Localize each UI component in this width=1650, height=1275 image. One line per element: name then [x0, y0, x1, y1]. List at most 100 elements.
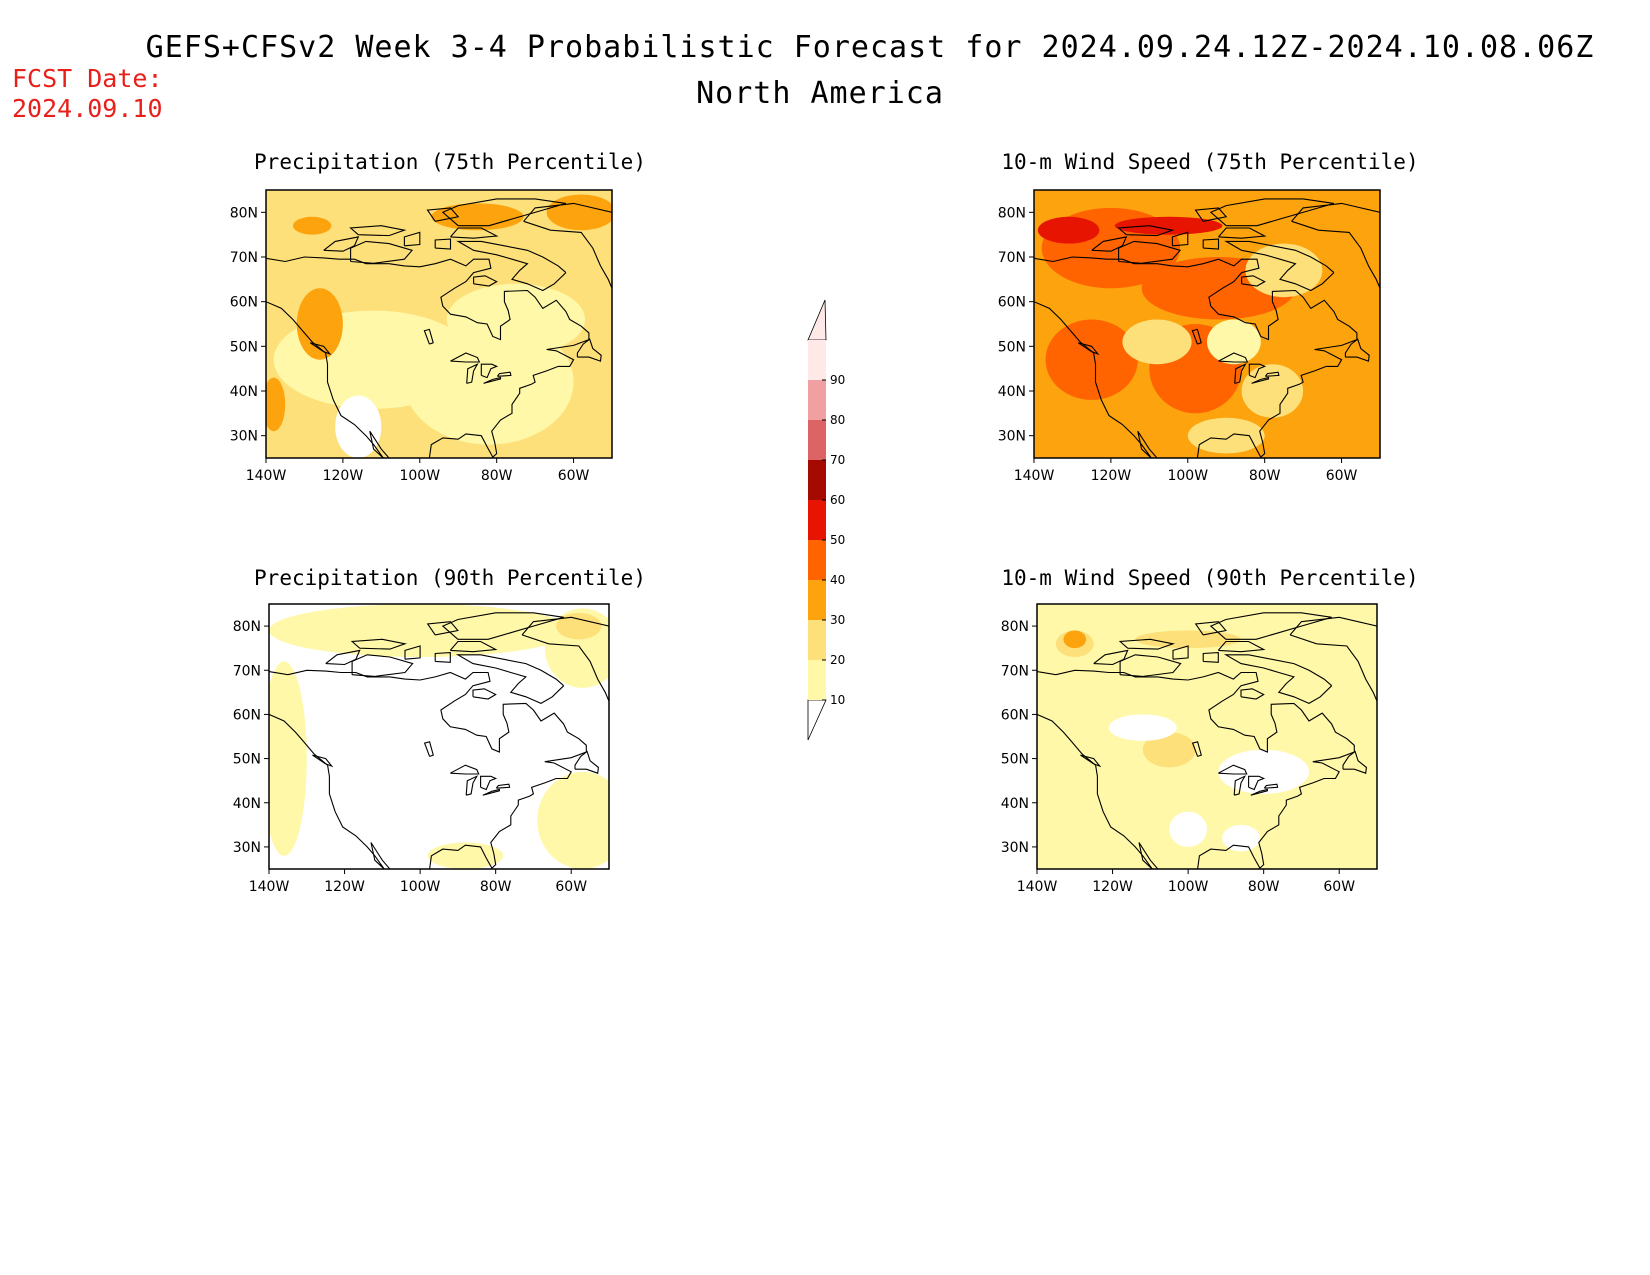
lon-tick-label: 120W [1092, 879, 1133, 895]
colorbar-swatch [808, 580, 826, 620]
coastline [1233, 775, 1247, 796]
colorbar-level-label: 60 [830, 493, 845, 507]
colorbar-level-label: 80 [830, 413, 845, 427]
coastline [1194, 621, 1227, 636]
coastline [465, 775, 479, 796]
map-fill-base [1037, 604, 1377, 869]
coastline [1080, 754, 1102, 768]
map-subtitle-region: North America [696, 76, 944, 111]
map-frame [1036, 603, 1378, 870]
lat-tick-label: 50N [1001, 752, 1029, 768]
coastline [423, 741, 434, 757]
probability-contour-c20 [1142, 732, 1196, 768]
coastline [1241, 275, 1266, 287]
coastline [480, 775, 498, 791]
map-panel-precip75: 30N 40N 50N 60N 70N 80N 140W 120W 100W 80W 60W [230, 189, 613, 484]
colorbar-swatch [808, 420, 826, 460]
coastline [523, 202, 612, 289]
probability-contour-c40 [1045, 319, 1138, 400]
colorbar-swatch [808, 620, 826, 660]
coastline [1250, 788, 1268, 796]
lon-tick-label: 80W [1249, 468, 1281, 484]
lon-tick-label: 120W [323, 468, 364, 484]
coastline [1118, 638, 1176, 650]
colorbar-level-label: 90 [830, 373, 845, 387]
colorbar-swatch [808, 380, 826, 420]
coastline [434, 238, 452, 250]
probability-contour-c30 [431, 203, 524, 231]
coastline [350, 638, 408, 650]
probability-contour-white [335, 395, 382, 458]
lon-tick-label: 60W [1326, 468, 1358, 484]
colorbar-level-label: 30 [830, 613, 845, 627]
lat-tick-label: 40N [1001, 796, 1029, 812]
probability-contour-white [1218, 749, 1309, 794]
probability-contour-c20 [1135, 630, 1241, 649]
coastline [1093, 649, 1129, 666]
coastline [266, 256, 590, 458]
colorbar-legend: 10 20 30 40 50 60 70 80 90 [807, 299, 845, 741]
map-panel-precip90: 30N 40N 50N 60N 70N 80N 140W 120W 100W 80W 60W [233, 603, 610, 895]
coastline [1248, 363, 1267, 379]
lon-tick-label: 140W [246, 468, 287, 484]
lon-tick-label: 100W [399, 468, 440, 484]
coastline [466, 362, 479, 384]
lat-tick-label: 80N [1001, 619, 1029, 635]
lat-tick-label: 40N [230, 384, 258, 400]
lat-tick-label: 70N [230, 250, 258, 266]
probability-contour-c20 [1187, 417, 1265, 454]
colorbar-swatch [808, 500, 826, 540]
coastline [441, 198, 567, 227]
colorbar-swatch [808, 540, 826, 580]
coastline [1202, 652, 1219, 663]
lat-tick-label: 30N [1001, 840, 1029, 856]
colorbar-swatch [808, 460, 826, 500]
coastline [1218, 352, 1249, 363]
coastline [473, 275, 498, 287]
coastline [456, 240, 567, 292]
coastline [1263, 783, 1279, 789]
lat-tick-label: 50N [230, 339, 258, 355]
lon-tick-label: 60W [1323, 879, 1355, 895]
probability-contour-c30 [1063, 630, 1087, 649]
coastline [423, 328, 434, 345]
probability-contour-c20 [556, 612, 602, 640]
lat-tick-label: 70N [1001, 663, 1029, 679]
colorbar-level-label: 70 [830, 453, 845, 467]
coastline [450, 227, 499, 239]
probability-contour-white [1222, 824, 1260, 852]
fcst-date-value: 2024.09.10 [12, 94, 163, 123]
coastline [269, 669, 587, 869]
coastline [1191, 741, 1202, 757]
panel-title-precip75: Precipitation (75th Percentile) [254, 150, 646, 174]
coastline [1117, 225, 1175, 237]
map-title: GEFS+CFSv2 Week 3-4 Probabilistic Foreca… [145, 30, 1595, 65]
coastline [1342, 750, 1367, 774]
coastline [1291, 202, 1380, 289]
lon-tick-label: 140W [1014, 468, 1055, 484]
lat-tick-label: 60N [233, 707, 261, 723]
coastline [574, 750, 599, 774]
probability-contour-c30 [266, 377, 286, 432]
lon-tick-label: 100W [1167, 468, 1208, 484]
coastline [496, 371, 512, 377]
lat-tick-label: 80N [233, 619, 261, 635]
coastline [426, 207, 460, 222]
panel-title-wind90: 10-m Wind Speed (90th Percentile) [1001, 566, 1419, 590]
colorbar-level-label: 40 [830, 573, 845, 587]
map-frame [265, 189, 613, 459]
coastline [1223, 654, 1333, 705]
probability-contour-c20 [1241, 364, 1304, 418]
coastline [449, 640, 498, 653]
map-frame [1033, 189, 1381, 459]
colorbar-swatch [808, 660, 826, 700]
coastline [1289, 616, 1377, 702]
probability-contour-c20 [1122, 319, 1192, 365]
coastline [450, 764, 480, 775]
map-frame [268, 603, 610, 870]
coastline [1202, 238, 1220, 250]
colorbar-top-cap [807, 299, 827, 341]
coastline [483, 376, 502, 384]
lat-tick-label: 80N [230, 205, 258, 221]
coastline [1194, 207, 1228, 222]
